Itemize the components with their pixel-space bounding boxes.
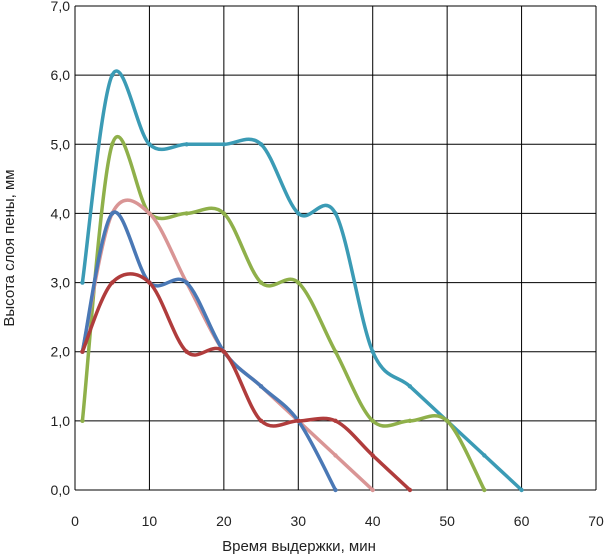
data-point [296,418,301,424]
y-tick-label: 6,0 [51,67,71,83]
data-point [296,280,301,285]
data-point [258,418,264,424]
data-point [221,211,227,216]
y-tick-label: 2,0 [51,344,71,360]
data-point [80,349,85,354]
data-point [258,384,264,389]
x-tick-label: 20 [216,513,232,529]
y-tick-label: 0,0 [51,482,71,498]
data-point [258,142,264,147]
data-point [184,349,189,354]
x-tick-label: 30 [290,513,306,529]
series-1 [80,69,524,493]
x-tick-labels: 0 10 20 30 40 50 60 70 [71,513,604,529]
data-point [80,418,85,424]
x-tick-label: 50 [439,513,455,529]
data-point [110,211,115,216]
series-line [80,198,375,492]
y-tick-label: 4,0 [51,205,71,221]
x-tick-label: 10 [142,513,158,529]
data-point [333,211,338,216]
data-point [296,211,301,216]
data-point [370,487,375,493]
data-point [80,280,85,285]
data-point [147,211,152,216]
data-point [258,280,264,285]
series-layer [80,69,524,493]
x-tick-label: 40 [365,513,381,529]
y-tick-label: 5,0 [51,136,71,152]
x-tick-label: 0 [71,513,79,529]
grid-lines [74,5,597,491]
data-point [444,418,450,424]
data-point [110,280,115,285]
data-point [221,142,227,147]
series-line [80,69,524,492]
x-axis-title: Время выдержки, мин [222,538,376,555]
data-point [519,487,524,493]
data-point [110,142,115,147]
data-point [184,280,189,285]
x-tick-label: 70 [588,513,604,529]
data-point [147,142,152,147]
data-point [370,349,375,354]
data-point [333,487,338,493]
data-point [333,453,338,458]
data-point [147,280,152,285]
data-point [482,453,487,458]
data-point [370,418,375,424]
data-point [407,487,413,493]
y-tick-label: 3,0 [51,275,71,291]
series-line [80,210,338,492]
data-point [370,453,375,458]
series-2 [80,134,487,493]
series-line [80,272,412,492]
data-point [407,384,413,389]
y-tick-labels: 0,0 1,0 2,0 3,0 4,0 5,0 6,0 7,0 [51,0,71,498]
data-point [407,418,413,424]
data-point [482,487,487,493]
y-axis-title: Высота слоя пены, мм [1,169,18,326]
data-point [221,349,227,354]
data-point [333,349,338,354]
y-tick-label: 7,0 [51,0,71,14]
data-point [110,72,115,78]
y-tick-label: 1,0 [51,413,71,429]
x-tick-label: 60 [514,513,530,529]
data-point [333,418,338,424]
data-point [184,211,189,216]
series-5 [80,272,413,493]
data-point [184,142,189,147]
